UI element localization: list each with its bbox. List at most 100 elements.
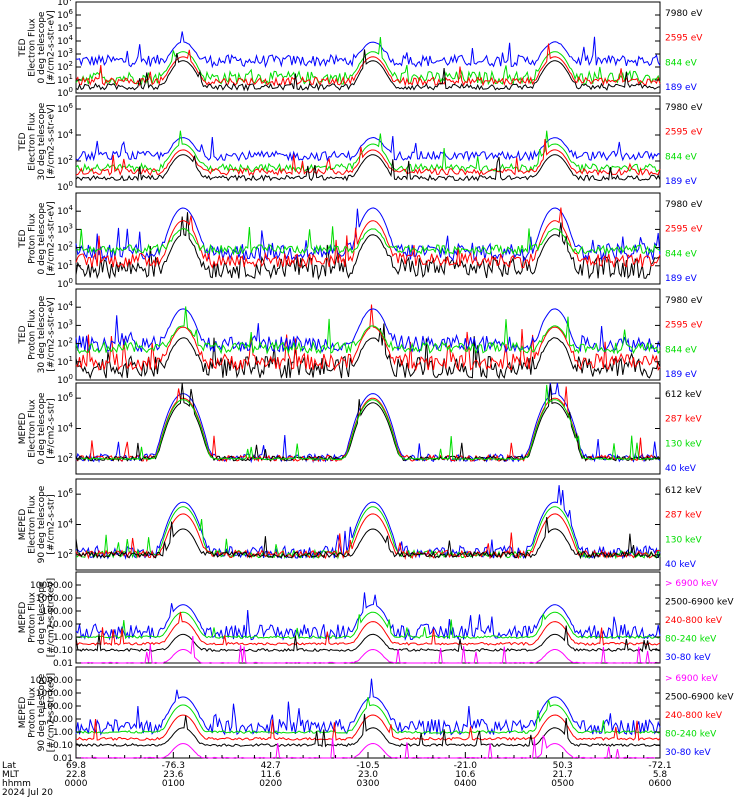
y-tick-label: 106 <box>57 8 73 21</box>
legend-entry: 844 eV <box>665 58 698 68</box>
series-line-4 <box>75 154 661 182</box>
panel-7: 0.010.101.0010.00100.001000.0010000.00ME… <box>18 571 734 669</box>
panel-frame <box>75 666 661 759</box>
legend-entry: 30-80 keV <box>665 748 711 758</box>
legend-entry: 2595 eV <box>665 128 703 138</box>
y-axis-label: MEPEDElectron Flux0 deg telescope[#/cm2-… <box>18 392 57 464</box>
series-line-4 <box>75 384 661 461</box>
legend-entry: 189 eV <box>665 83 698 93</box>
x-row-label: Lat <box>2 761 17 771</box>
y-tick-label: 103 <box>57 222 73 235</box>
x-tick-hhmm: 0300 <box>357 779 380 789</box>
x-tick-lat: -72.1 <box>648 761 671 771</box>
y-tick-label: 10000.00 <box>30 581 73 591</box>
legend-entry: 612 keV <box>665 486 702 496</box>
series-line-1 <box>75 382 661 464</box>
x-tick-lat: 42.7 <box>261 761 281 771</box>
legend-entry: 189 eV <box>665 274 698 284</box>
y-tick-label: 107 <box>57 0 73 8</box>
x-tick-hhmm: 0500 <box>551 779 574 789</box>
y-tick-label: 106 <box>57 102 73 115</box>
legend-entry: 287 keV <box>665 415 702 425</box>
series-line-5 <box>76 636 661 664</box>
legend-entry: 7980 eV <box>665 9 703 19</box>
y-axis-label-line: Proton Flux <box>27 213 37 264</box>
x-row-label: 2024 Jul 20 <box>2 788 53 798</box>
series-line-2 <box>75 611 661 640</box>
legend-entry: 844 eV <box>665 152 698 162</box>
series-line-3 <box>75 43 661 87</box>
legend-entry: 40 keV <box>665 560 697 570</box>
series-line-3 <box>75 308 661 354</box>
y-tick-label: 1.00 <box>53 633 73 643</box>
legend-entry: 2595 eV <box>665 321 703 331</box>
y-tick-label: 105 <box>57 21 73 34</box>
series-line-4 <box>75 713 661 748</box>
legend-entry: 40 keV <box>665 464 697 474</box>
y-axis-label: MEPEDProton Flux0 deg telescope[#/cm2-s-… <box>18 578 57 657</box>
x-tick-mlt: 5.8 <box>653 770 668 780</box>
series-line-4 <box>75 306 661 355</box>
y-axis-label-line: [#/cm2-s-str-eV] <box>46 297 56 372</box>
legend-entry: 2500-6900 keV <box>665 598 734 608</box>
series-line-4 <box>75 226 661 256</box>
y-axis-label-line: MEPED <box>18 509 28 541</box>
y-axis-label-line: [#/cm2-s-str-keV] <box>46 578 56 657</box>
y-axis-label: MEPEDElectron Flux90 deg telescope[#/cm2… <box>18 485 57 563</box>
y-axis-label: MEPEDProton Flux90 deg telescope[#/cm2-s… <box>18 673 57 752</box>
y-axis-label-line: MEPED <box>18 413 28 445</box>
x-tick-hhmm: 0200 <box>259 779 282 789</box>
x-tick-mlt: 23.0 <box>358 770 378 780</box>
y-axis-label-line: Electron Flux <box>27 18 37 77</box>
y-axis-label: TEDProton Flux30 deg telescope[#/cm2-s-s… <box>18 295 57 373</box>
y-tick-label: 101 <box>57 73 73 86</box>
y-axis-label-line: TED <box>18 132 28 151</box>
y-tick-label: 1.00 <box>53 728 73 738</box>
y-tick-label: 102 <box>57 452 73 465</box>
series-line-3 <box>75 207 661 269</box>
x-row-label: hhmm <box>2 779 31 789</box>
y-axis-label-line: [#/cm2-s-str-eV] <box>46 10 56 85</box>
x-tick-mlt: 22.8 <box>66 770 86 780</box>
x-tick-mlt: 23.6 <box>163 770 183 780</box>
series-line-1 <box>75 592 661 642</box>
y-axis-label-line: [#/cm2-s-str-keV] <box>46 673 56 752</box>
x-tick-mlt: 11.6 <box>261 770 281 780</box>
series-line-2 <box>75 130 661 174</box>
y-tick-label: 104 <box>57 34 73 47</box>
y-tick-label: 1000.00 <box>36 594 73 604</box>
series-line-3 <box>75 513 660 560</box>
x-tick-hhmm: 0600 <box>649 779 672 789</box>
y-tick-label: 102 <box>57 154 73 167</box>
x-tick-mlt: 10.6 <box>455 770 475 780</box>
y-axis-label-line: TED <box>18 325 28 344</box>
y-tick-label: 100.00 <box>42 702 74 712</box>
y-axis-label-line: 0 deg telescope <box>37 581 47 653</box>
series-line-2 <box>75 386 661 463</box>
y-tick-label: 103 <box>57 47 73 60</box>
y-axis-label-line: MEPED <box>18 697 28 729</box>
x-tick-hhmm: 0000 <box>65 779 88 789</box>
y-axis-label-line: 0 deg telescope <box>37 202 47 274</box>
legend-entry: 240-800 keV <box>665 616 723 626</box>
panel-frame <box>75 571 661 664</box>
legend-entry: 2595 eV <box>665 34 703 44</box>
y-tick-label: 100.00 <box>42 607 74 617</box>
y-axis-label: TEDElectron Flux30 deg telescope[#/cm2-s… <box>18 102 57 180</box>
y-tick-label: 100 <box>57 373 73 386</box>
series-line-2 <box>75 506 661 560</box>
y-axis-label-line: [#/cm2-s-str] <box>46 398 56 458</box>
series-line-1 <box>75 212 661 281</box>
y-tick-label: 102 <box>57 337 73 350</box>
x-tick-hhmm: 0400 <box>454 779 477 789</box>
x-tick-lat: -76.3 <box>162 761 185 771</box>
legend-entry: 7980 eV <box>665 103 703 113</box>
y-tick-label: 100 <box>57 180 73 193</box>
series-line-4 <box>75 625 661 653</box>
y-tick-label: 100 <box>57 277 73 290</box>
legend-entry: 7980 eV <box>665 296 703 306</box>
y-axis-label-line: [#/cm2-s-str-eV] <box>46 201 56 276</box>
